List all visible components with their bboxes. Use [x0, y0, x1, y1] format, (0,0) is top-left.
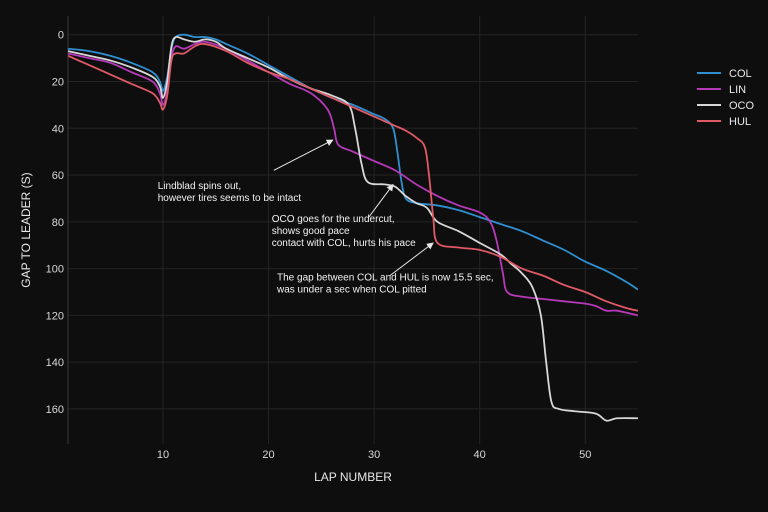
- grid: [68, 16, 638, 444]
- x-tick-label: 50: [579, 449, 591, 461]
- series-line-hul: [68, 42, 638, 312]
- series-line-oco: [68, 35, 638, 422]
- legend-label-hul: HUL: [729, 116, 751, 128]
- x-axis-title: LAP NUMBER: [314, 470, 392, 484]
- y-tick-label: 80: [52, 217, 64, 229]
- series-lines: [68, 33, 638, 422]
- y-tick-label: 160: [46, 404, 64, 416]
- x-tick-label: 40: [474, 449, 486, 461]
- annotation-text: Lindblad spins out, however tires seems t…: [158, 181, 302, 204]
- y-tick-label: 40: [52, 123, 64, 135]
- y-tick-label: 140: [46, 357, 64, 369]
- y-tick-label: 20: [52, 76, 64, 88]
- axes: 10 20 30 40 50 0 20 40 60 80 100 120 140 160: [46, 16, 591, 461]
- y-tick-label: 120: [46, 310, 64, 322]
- y-tick-label: 100: [46, 264, 64, 276]
- annotations: Lindblad spins out, however tires seems t…: [158, 139, 494, 295]
- y-axis-title: GAP TO LEADER (S): [19, 172, 33, 287]
- legend-label-oco: OCO: [729, 100, 755, 112]
- x-tick-label: 30: [368, 449, 380, 461]
- annotation-text: The gap between COL and HUL is now 15.5 …: [276, 272, 494, 295]
- x-tick-label: 10: [157, 449, 169, 461]
- annotation-arrow: [273, 139, 334, 171]
- legend-label-lin: LIN: [729, 84, 746, 96]
- annotation-text: OCO goes for the undercut, shows good pac…: [272, 214, 416, 249]
- annotation-arrow: [389, 242, 434, 277]
- legend: COL LIN OCO HUL: [697, 68, 755, 128]
- x-tick-label: 20: [262, 449, 274, 461]
- y-tick-label: 0: [58, 30, 64, 42]
- y-tick-label: 60: [52, 170, 64, 182]
- annotation-arrow: [368, 183, 394, 218]
- series-line-lin: [68, 40, 638, 317]
- legend-label-col: COL: [729, 68, 752, 80]
